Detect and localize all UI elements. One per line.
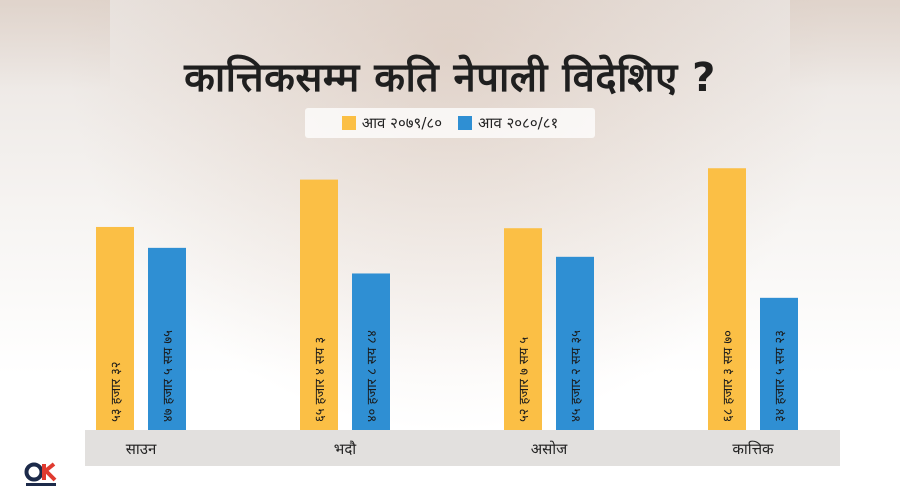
- bar-label-series-1-3: ५२ हजार ७ सय ५: [517, 337, 532, 422]
- bar-label-series-2-2: ४० हजार ८ सय ८४: [365, 330, 380, 422]
- category-label-4: कात्तिक: [732, 440, 774, 458]
- bar-series-2-3: [556, 256, 594, 430]
- bar-label-series-1-1: ५३ हजार ३२: [109, 361, 124, 422]
- bar-series-1-4: [708, 168, 746, 430]
- legend: आव २०७९/८० आव २०८०/८१: [305, 108, 595, 138]
- category-label-3: असोज: [531, 440, 568, 458]
- bar-series-2-1: [148, 247, 186, 430]
- category-label-1: साउन: [126, 440, 157, 458]
- chart-title: कात्तिकसम्म कति नेपाली विदेशिए ?: [184, 55, 716, 101]
- bar-label-series-1-4: ६८ हजार ३ सय ७०: [721, 330, 736, 422]
- background-photo-left: [0, 0, 110, 90]
- legend-item-series-2: आव २०८०/८१: [458, 113, 558, 133]
- bar-label-series-2-4: ३४ हजार ५ सय २३: [773, 330, 788, 422]
- legend-label-series-2: आव २०८०/८१: [478, 114, 559, 132]
- bar-series-1-3: [504, 228, 542, 430]
- onlinekhabar-logo-icon: [24, 462, 57, 486]
- bar-label-series-1-2: ६५ हजार ४ सय ३: [313, 337, 328, 422]
- bar-series-2-4: [760, 297, 798, 430]
- x-axis-band: [85, 430, 840, 466]
- bar-series-2-2: [352, 273, 390, 430]
- background-photo-right: [790, 0, 900, 90]
- bar-label-series-2-1: ४७ हजार ५ सय ७५: [161, 330, 176, 422]
- bar-label-series-2-3: ४५ हजार २ सय ३५: [569, 330, 584, 422]
- bar-series-1-2: [300, 179, 338, 430]
- legend-label-series-1: आव २०७९/८०: [361, 114, 442, 132]
- category-label-2: भदौ: [334, 440, 358, 458]
- legend-swatch-series-2: [458, 116, 472, 130]
- bar-series-1-1: [96, 226, 134, 430]
- legend-swatch-series-1: [341, 116, 356, 130]
- legend-item-series-1: आव २०७९/८०: [341, 113, 442, 133]
